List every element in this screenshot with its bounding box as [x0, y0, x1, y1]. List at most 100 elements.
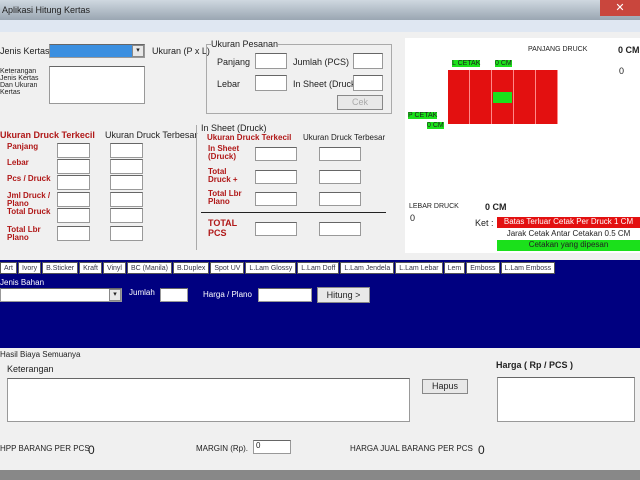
tab-item[interactable]: Vinyl — [102, 262, 126, 274]
right-terbesar-input[interactable] — [319, 192, 361, 206]
harga-pcs-label: Harga ( Rp / PCS ) — [496, 360, 574, 370]
total-pcs-label: TOTAL PCS — [208, 218, 237, 238]
jumlah-label: Jumlah (PCS) — [293, 57, 350, 67]
status-bar — [0, 470, 640, 480]
panjang-label: Panjang — [217, 57, 251, 67]
right-row-label: In Sheet (Druck) — [208, 144, 240, 161]
left-terkecil-input[interactable] — [57, 208, 90, 223]
right-row-label: Total Lbr Plano — [208, 189, 242, 206]
hitung-button[interactable]: Hitung > — [317, 287, 370, 303]
total-pcs-kecil[interactable] — [255, 222, 297, 236]
jumlah-bahan-input[interactable] — [160, 288, 188, 302]
tab-item[interactable]: Lem — [443, 262, 466, 274]
tab-item[interactable]: L.Lam Emboss — [500, 262, 556, 274]
ket-label: Ket : — [475, 218, 494, 228]
lebar-input[interactable] — [255, 75, 287, 91]
divider — [196, 125, 197, 250]
tab-item[interactable]: Emboss — [466, 262, 500, 274]
harga-pcs-box[interactable] — [497, 377, 635, 422]
lebar-cetak-label: L CETAK — [452, 60, 481, 67]
chevron-down-icon[interactable]: ▾ — [109, 289, 121, 301]
group-title: Ukuran Pesanan — [211, 39, 279, 49]
right-terbesar-input[interactable] — [319, 147, 361, 161]
right-terkecil-input[interactable] — [255, 147, 297, 161]
left-row-label: Jml Druck / Plano — [7, 191, 51, 208]
left-row-label: Panjang — [7, 142, 39, 151]
jenis-kertas-select[interactable]: ▾ — [49, 44, 145, 58]
panjang-druck-label: PANJANG DRUCK — [528, 46, 588, 53]
tab-bar: Art Ivory B.Sticker Kraft Vinyl BC (Manila) B.… — [0, 262, 640, 274]
right-terbesar-input[interactable] — [319, 170, 361, 184]
margin-input[interactable]: 0 — [253, 440, 291, 454]
cetakan-highlight — [493, 92, 512, 103]
keterangan-box[interactable] — [49, 66, 145, 104]
right-terkecil-input[interactable] — [255, 170, 297, 184]
tab-item[interactable]: Ivory — [17, 262, 42, 274]
tab-item[interactable]: Kraft — [79, 262, 102, 274]
left-terkecil-input[interactable] — [57, 192, 90, 207]
left-terbesar-input[interactable] — [110, 175, 143, 190]
tab-item[interactable]: BC (Manila) — [126, 262, 172, 274]
ukuran-pesanan-group: Ukuran Pesanan Panjang Jumlah (PCS) Leba… — [206, 39, 392, 114]
tab-item[interactable]: L.Lam Glossy — [245, 262, 297, 274]
harga-plano-label: Harga / Plano — [203, 290, 252, 299]
left-terbesar-input[interactable] — [110, 192, 143, 207]
ukuran-label: Ukuran (P x L) — [152, 46, 210, 56]
tab-item[interactable]: L.Lam Lebar — [395, 262, 443, 274]
margin-label: MARGIN (Rp). — [196, 444, 248, 453]
batas-legend: Batas Terluar Cetak Per Druck 1 CM — [497, 217, 640, 228]
tab-item[interactable]: L.Lam Jendela — [340, 262, 395, 274]
left-row-label: Total Lbr Plano — [7, 225, 41, 242]
keterangan-bottom-label: Keterangan — [7, 364, 54, 374]
lebar-druck-value: 0 CM — [485, 202, 507, 212]
in-sheet-input[interactable] — [353, 75, 383, 91]
menu-band — [0, 20, 640, 32]
tab-item[interactable]: L.Lam Doff — [297, 262, 340, 274]
harga-plano-input[interactable] — [258, 288, 312, 302]
hpp-label: HPP BARANG PER PCS — [0, 444, 90, 453]
panjang-num: 0 — [619, 66, 625, 76]
left-terbesar-input[interactable] — [110, 226, 143, 241]
tab-item[interactable]: B.Sticker — [42, 262, 79, 274]
left-terkecil-input[interactable] — [57, 226, 90, 241]
keterangan-bottom-box[interactable] — [7, 378, 410, 422]
left-terkecil-input[interactable] — [57, 143, 90, 158]
jumlah-bahan-label: Jumlah — [129, 288, 155, 297]
harga-jual-label: HARGA JUAL BARANG PER PCS — [350, 444, 473, 453]
right-terkecil-input[interactable] — [255, 192, 297, 206]
left-terkecil-input[interactable] — [57, 175, 90, 190]
window-title: Aplikasi Hitung Kertas — [2, 5, 91, 15]
close-button[interactable]: ✕ — [600, 0, 640, 16]
lebar-druck-label: LEBAR DRUCK — [409, 203, 459, 210]
sheet-diagram — [448, 70, 558, 124]
left-terbesar-input[interactable] — [110, 208, 143, 223]
hpp-value: 0 — [88, 443, 95, 457]
left-row-label: Pcs / Druck — [7, 174, 51, 183]
in-sheet-label: In Sheet (Druck) — [293, 79, 359, 89]
col-terbesar: Ukuran Druck Terbesar — [105, 130, 198, 140]
jumlah-input[interactable] — [353, 53, 383, 69]
total-pcs-besar[interactable] — [319, 222, 361, 236]
hapus-button[interactable]: Hapus — [422, 379, 468, 394]
col-terkecil-2: Ukuran Druck Terkecil — [207, 133, 292, 142]
panjang-input[interactable] — [255, 53, 287, 69]
left-terbesar-input[interactable] — [110, 159, 143, 174]
jenis-bahan-select[interactable]: ▾ — [0, 288, 122, 302]
tab-item[interactable]: Spot UV — [210, 262, 245, 274]
tab-item[interactable]: Art — [0, 262, 17, 274]
left-terbesar-input[interactable] — [110, 143, 143, 158]
jenis-kertas-label: Jenis Kertas — [0, 46, 50, 56]
keterangan-label: Keterangan Jenis Kertas Dan Ukuran Kerta… — [0, 68, 39, 96]
harga-jual-value: 0 — [478, 443, 485, 457]
tab-item[interactable]: B.Duplex — [172, 262, 210, 274]
col-terbesar-2: Ukuran Druck Terbesar — [303, 133, 386, 142]
title-bar: Aplikasi Hitung Kertas — [0, 0, 640, 20]
chevron-down-icon[interactable]: ▾ — [132, 45, 144, 57]
left-terkecil-input[interactable] — [57, 159, 90, 174]
in-sheet-group-title: In Sheet (Druck) — [201, 123, 267, 133]
jenis-bahan-label: Jenis Bahan — [0, 278, 45, 287]
separator — [201, 212, 386, 213]
lebar-num: 0 — [410, 213, 416, 223]
cek-button[interactable]: Cek — [337, 95, 383, 110]
panjang-druck-value: 0 CM — [618, 45, 640, 55]
